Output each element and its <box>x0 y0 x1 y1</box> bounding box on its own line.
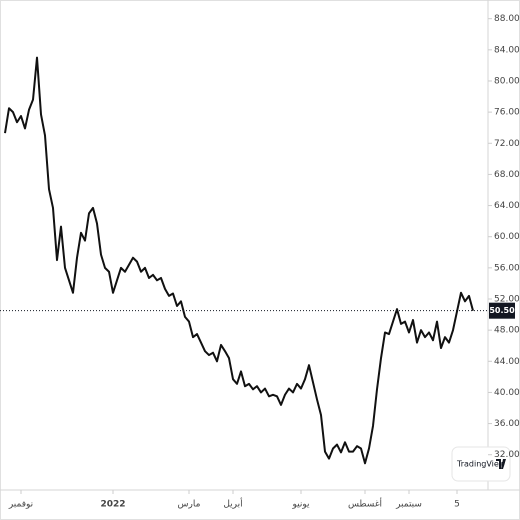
x-tick-label: أغسطس <box>348 498 382 510</box>
x-tick-label: 5 <box>454 500 460 510</box>
logo-box[interactable] <box>451 446 511 482</box>
x-tick-label: 2022 <box>100 500 125 510</box>
x-tick-label: أبريل <box>223 498 242 510</box>
y-tick-label: 76.00 <box>494 108 520 118</box>
y-tick-label: 88.00 <box>494 14 520 24</box>
logo-icon[interactable] <box>496 459 506 469</box>
y-tick-label: 56.00 <box>494 263 520 273</box>
last-price-box <box>489 302 515 319</box>
y-tick-label: 60.00 <box>494 232 520 242</box>
last-price-label: 50.50 <box>489 306 515 315</box>
logo[interactable]: TradingView <box>451 446 511 482</box>
x-tick-label: يونيو <box>291 500 310 510</box>
y-tick-label: 84.00 <box>494 45 520 55</box>
x-tick-label: نوفمبر <box>8 500 33 510</box>
y-tick-label: 80.00 <box>494 76 520 86</box>
y-tick-label: 32.00 <box>494 450 520 460</box>
y-tick-label: 68.00 <box>494 170 520 180</box>
y-tick-label: 72.00 <box>494 139 520 149</box>
logo-text[interactable]: TradingView <box>456 460 506 469</box>
y-tick-label: 48.00 <box>494 326 520 336</box>
y-tick-label: 36.00 <box>494 419 520 429</box>
x-tick-label: مارس <box>178 500 201 510</box>
price-line <box>4 56 474 465</box>
x-tick-label: سبتمبر <box>395 500 422 510</box>
y-tick-label: 44.00 <box>494 357 520 367</box>
y-tick-label: 40.00 <box>494 388 520 398</box>
y-tick-label: 64.00 <box>494 201 520 211</box>
y-tick-label: 52.00 <box>494 294 520 304</box>
